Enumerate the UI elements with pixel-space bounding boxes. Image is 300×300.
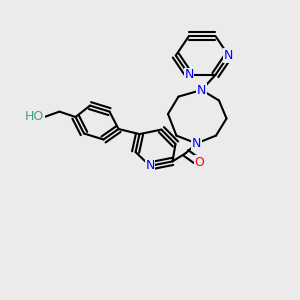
Text: O: O — [195, 156, 204, 169]
Text: N: N — [145, 159, 155, 172]
Text: HO: HO — [25, 110, 44, 124]
Text: N: N — [224, 49, 233, 62]
Text: N: N — [192, 137, 201, 150]
Text: N: N — [197, 83, 206, 97]
Text: N: N — [184, 68, 194, 82]
